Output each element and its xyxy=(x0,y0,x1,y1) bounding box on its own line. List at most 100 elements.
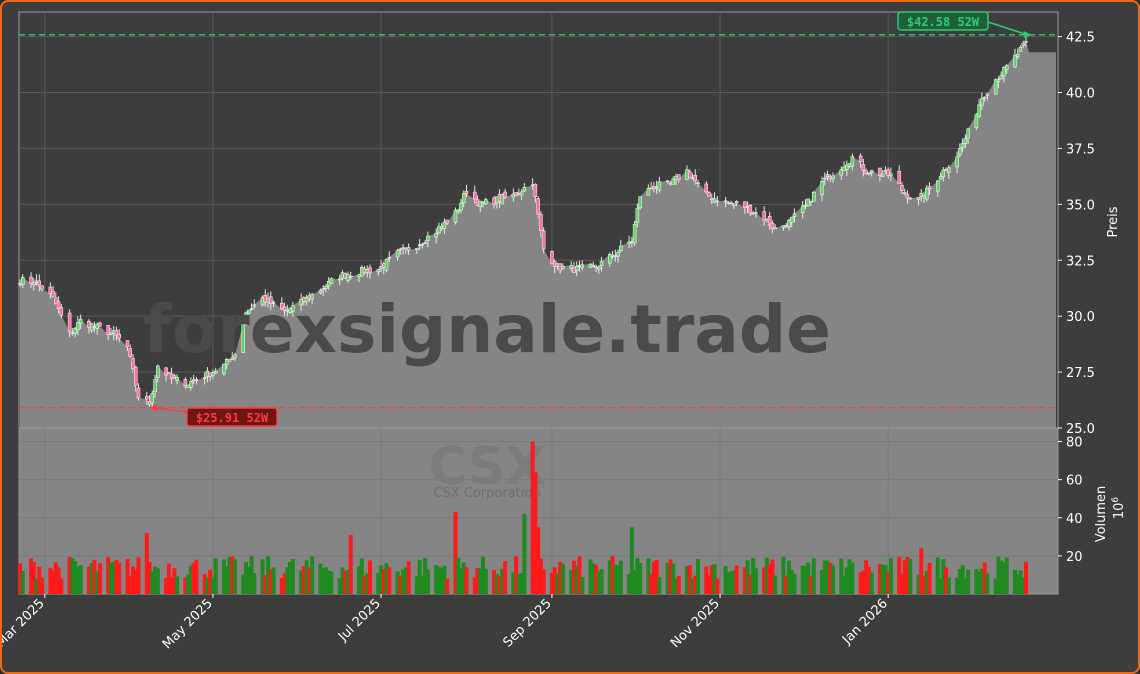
candle-down xyxy=(98,322,102,327)
volume-bar xyxy=(899,573,904,594)
volume-bar xyxy=(858,572,863,594)
volume-bar xyxy=(594,564,599,594)
date-tick-label: Sep 2025 xyxy=(501,596,555,650)
volume-bar xyxy=(831,565,836,594)
volume-bar xyxy=(864,560,869,594)
volume-bar xyxy=(48,567,53,594)
candle-up xyxy=(806,198,810,207)
volume-bar xyxy=(456,557,461,594)
candle-down xyxy=(539,214,543,231)
volume-bar xyxy=(368,560,373,594)
volume-bar xyxy=(299,570,304,594)
volume-bar xyxy=(164,577,169,594)
candle-up xyxy=(561,265,565,269)
volume-bar xyxy=(880,564,885,594)
volume-bar xyxy=(401,569,406,594)
candle-up xyxy=(78,318,83,324)
volume-bar xyxy=(97,563,102,594)
candle-up xyxy=(569,265,573,269)
candle-up xyxy=(820,180,824,196)
volume-bar xyxy=(208,569,213,594)
candle-up xyxy=(76,322,80,331)
low-arrow-head xyxy=(149,404,158,412)
volume-bar xyxy=(811,558,816,594)
volume-bars xyxy=(18,441,1028,594)
volume-bar xyxy=(966,569,971,594)
volume-bar xyxy=(519,572,524,594)
price-tick-label: 25.0 xyxy=(1066,422,1095,437)
candle-down xyxy=(37,280,42,286)
volume-axis-label: Volumen xyxy=(1094,486,1109,543)
candle-up xyxy=(1021,43,1025,46)
volume-bar xyxy=(271,567,276,594)
volume-bar xyxy=(188,565,193,594)
volume-bar xyxy=(478,568,483,594)
low-annotation-box xyxy=(186,407,278,427)
volume-bar xyxy=(128,576,133,594)
candle-down xyxy=(32,282,36,285)
volume-bar xyxy=(773,575,778,594)
volume-bar xyxy=(194,559,199,594)
volume-bar xyxy=(345,569,350,594)
candle-up xyxy=(608,254,612,264)
candle-down xyxy=(687,171,692,178)
candle-up xyxy=(723,200,728,203)
volume-bar xyxy=(886,572,891,594)
candle-up xyxy=(244,312,248,322)
volume-bar xyxy=(580,577,585,594)
candle-up xyxy=(1015,53,1020,57)
candle-up xyxy=(222,363,226,374)
volume-bar xyxy=(555,573,560,594)
volume-tick-label: 80 xyxy=(1066,436,1083,451)
volume-bar xyxy=(445,578,450,594)
volume-bar xyxy=(439,568,444,594)
candle-up xyxy=(478,200,483,207)
volume-bar xyxy=(56,567,61,594)
volume-bar xyxy=(357,566,361,594)
candle-down xyxy=(900,184,904,191)
candle-up xyxy=(941,169,946,177)
volume-bar xyxy=(751,557,756,594)
candle-down xyxy=(56,301,61,310)
candle-up xyxy=(299,299,303,306)
volume-bar xyxy=(723,566,728,594)
candle-down xyxy=(902,192,907,195)
volume-bar xyxy=(745,560,750,594)
volume-bar xyxy=(323,567,328,594)
candle-up xyxy=(599,261,604,266)
candle-down xyxy=(125,340,130,348)
volume-bar xyxy=(31,562,36,594)
candle-up xyxy=(189,381,193,388)
candle-up xyxy=(938,176,943,180)
volume-bar xyxy=(696,558,700,594)
volume-bar xyxy=(960,565,965,594)
high-annotation-arrow xyxy=(987,21,1028,36)
volume-bar xyxy=(767,564,772,594)
candle-down xyxy=(905,194,910,199)
candle-down xyxy=(861,164,866,171)
volume-bar xyxy=(1012,569,1017,594)
candle-up xyxy=(500,194,505,205)
volume-bar xyxy=(376,572,381,594)
volume-bar xyxy=(461,562,466,594)
candle-up xyxy=(966,128,970,139)
date-axis: Mar 2025 May 2025 Jul 2025 Sep 2025 Nov 2025… xyxy=(2,594,891,652)
candle-down xyxy=(280,302,284,310)
date-tick-label: Mar 2025 xyxy=(2,596,48,650)
volume-bar xyxy=(51,570,56,594)
candle-up xyxy=(175,377,179,381)
candle-down xyxy=(368,267,372,274)
high-annotation-box xyxy=(897,11,989,31)
volume-bar xyxy=(232,559,237,594)
candle-down xyxy=(128,348,132,357)
price-tick-label: 37.5 xyxy=(1066,142,1095,157)
volume-bar xyxy=(483,568,488,594)
candle-down xyxy=(406,247,411,251)
candle-down xyxy=(117,333,121,339)
volume-bar xyxy=(687,565,692,594)
candle-up xyxy=(384,258,389,271)
volume-bar xyxy=(704,566,709,594)
volume-bar xyxy=(481,556,486,594)
candle-down xyxy=(194,379,199,381)
volume-bar xyxy=(241,574,246,594)
